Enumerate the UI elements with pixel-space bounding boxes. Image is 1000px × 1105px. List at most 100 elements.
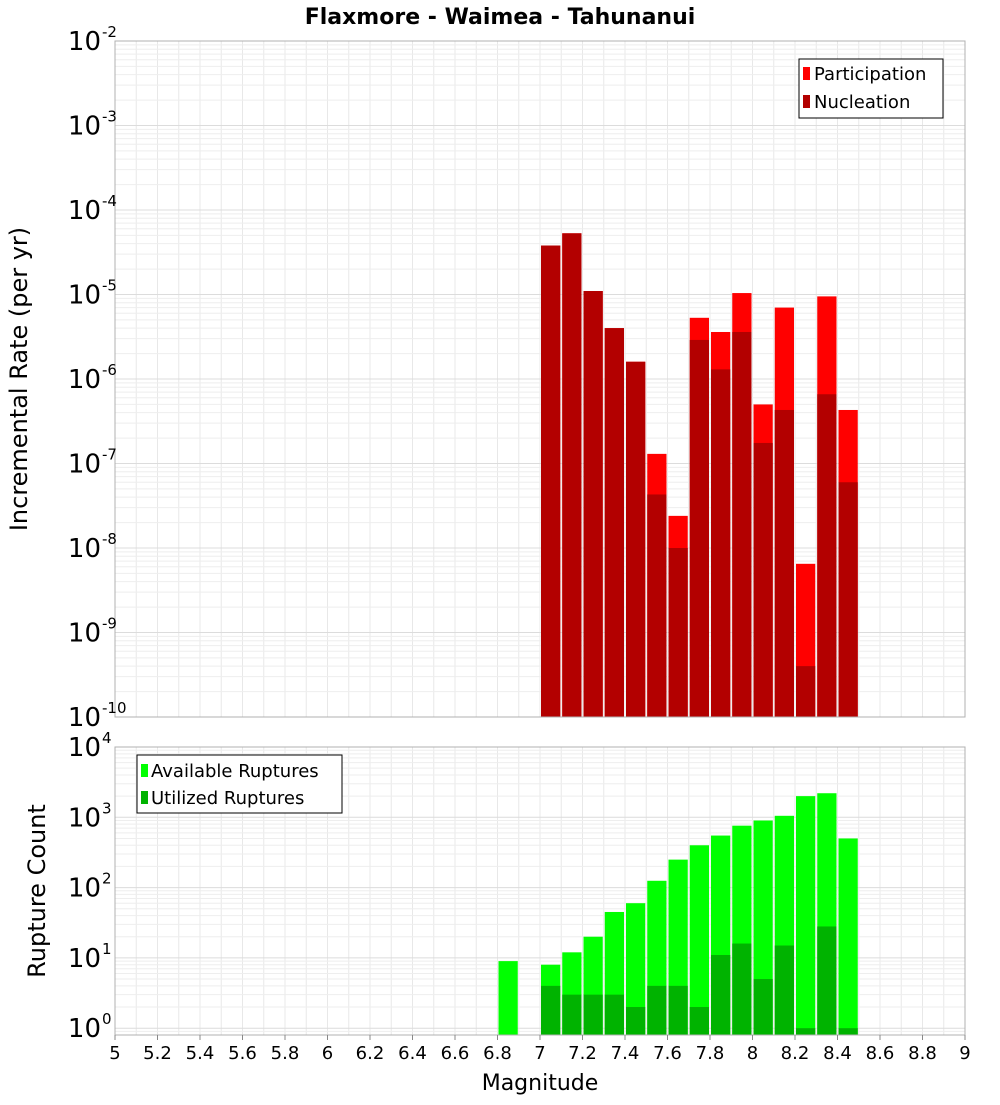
top-y-tick-exponent: -2	[102, 23, 117, 41]
bottom-bar-utilized-ruptures	[817, 926, 837, 1035]
nucleation-legend-label: Nucleation	[814, 92, 910, 113]
top-y-tick-exponent: -7	[102, 446, 117, 464]
x-tick-label: 8	[747, 1043, 758, 1064]
x-tick-label: 6.2	[356, 1043, 385, 1064]
bottom-bar-utilized-ruptures	[732, 943, 752, 1035]
top-bar-nucleation	[626, 361, 646, 717]
top-y-tick-exponent: -5	[102, 277, 117, 295]
x-tick-label: 8.8	[908, 1043, 937, 1064]
x-tick-label: 7.2	[568, 1043, 597, 1064]
x-tick-label: 5.4	[186, 1043, 215, 1064]
nucleation-legend-swatch	[803, 95, 810, 108]
bottom-bar-utilized-ruptures	[626, 1007, 646, 1035]
bottom-y-tick-label: 10	[68, 874, 101, 904]
bottom-bar-available-ruptures	[796, 796, 816, 1035]
top-y-tick-exponent: -10	[102, 699, 127, 717]
bottom-bar-utilized-ruptures	[604, 994, 624, 1035]
bottom-legend-box	[136, 754, 343, 814]
top-bar-nucleation	[647, 494, 667, 717]
bottom-bars	[498, 793, 858, 1035]
bottom-y-tick-exponent: 1	[102, 940, 112, 958]
x-tick-label: 5.2	[143, 1043, 172, 1064]
top-y-tick-label: 10	[68, 112, 101, 142]
top-y-tick-label: 10	[68, 365, 101, 395]
top-y-tick-exponent: -6	[102, 361, 117, 379]
x-tick-label: 7	[534, 1043, 545, 1064]
bottom-bar-utilized-ruptures	[689, 1007, 709, 1035]
top-bar-nucleation	[583, 291, 603, 717]
x-tick-label: 7.8	[696, 1043, 725, 1064]
participation-legend-label: Participation	[814, 64, 926, 85]
bottom-bar-available-ruptures	[689, 845, 709, 1035]
top-y-tick-label: 10	[68, 196, 101, 226]
top-bar-nucleation	[796, 666, 816, 717]
top-grid	[114, 40, 966, 718]
bottom-bar-utilized-ruptures	[562, 994, 582, 1035]
bottom-bar-available-ruptures	[626, 903, 646, 1035]
utilized-ruptures-legend-label: Utilized Ruptures	[151, 788, 304, 809]
utilized-ruptures-legend-swatch	[141, 791, 148, 804]
top-bar-nucleation	[689, 339, 709, 717]
bottom-bar-utilized-ruptures	[838, 1028, 858, 1035]
x-tick-label: 5.6	[228, 1043, 257, 1064]
bottom-y-tick-exponent: 4	[102, 729, 112, 747]
bottom-bar-utilized-ruptures	[796, 1028, 816, 1035]
x-tick-label: 6.4	[398, 1043, 427, 1064]
bottom-y-tick-label: 10	[68, 733, 101, 763]
top-y-tick-label: 10	[68, 450, 101, 480]
top-bar-nucleation	[774, 409, 794, 717]
bottom-bar-available-ruptures	[498, 961, 518, 1035]
bottom-bar-available-ruptures	[838, 838, 858, 1035]
top-bar-nucleation	[711, 369, 731, 717]
x-tick-label: 5	[109, 1043, 120, 1064]
top-y-tick-exponent: -4	[102, 192, 117, 210]
bottom-bar-utilized-ruptures	[668, 985, 688, 1035]
top-plot-border	[114, 40, 966, 718]
bottom-bar-utilized-ruptures	[541, 985, 561, 1035]
x-tick-label: 7.6	[653, 1043, 682, 1064]
top-bars	[541, 233, 858, 717]
top-y-tick-label: 10	[68, 534, 101, 564]
bottom-bar-utilized-ruptures	[583, 994, 603, 1035]
available-ruptures-legend-swatch	[141, 764, 148, 777]
top-bar-nucleation	[562, 233, 582, 717]
bottom-y-axis-label: Rupture Count	[23, 804, 51, 978]
bottom-y-tick-label: 10	[68, 944, 101, 974]
bottom-y-tick-label: 10	[68, 803, 101, 833]
top-y-tick-label: 10	[68, 703, 101, 733]
bottom-bar-utilized-ruptures	[711, 954, 731, 1035]
top-bar-nucleation	[604, 328, 624, 717]
x-tick-label: 8.4	[823, 1043, 852, 1064]
top-y-tick-label: 10	[68, 619, 101, 649]
x-tick-label: 6.6	[441, 1043, 470, 1064]
bottom-y-tick-exponent: 2	[102, 870, 112, 888]
bottom-y-tick-label: 10	[68, 1014, 101, 1044]
available-ruptures-legend-label: Available Ruptures	[151, 761, 319, 782]
top-y-tick-label: 10	[68, 27, 101, 57]
top-y-tick-label: 10	[68, 281, 101, 311]
x-tick-label: 8.2	[781, 1043, 810, 1064]
top-y-tick-exponent: -8	[102, 530, 117, 548]
x-ticks: 5 5.2 5.4 5.6 5.8 6 6.2 6.4 6.6 6.8 7 7.2 7.4 7.6 7.8 8…	[109, 1035, 971, 1064]
x-tick-label: 5.8	[271, 1043, 300, 1064]
top-y-axis-label: Incremental Rate (per yr)	[5, 227, 33, 531]
x-tick-label: 6.8	[483, 1043, 512, 1064]
bottom-bar-utilized-ruptures	[774, 945, 794, 1035]
top-y-tick-exponent: -9	[102, 615, 117, 633]
x-tick-label: 9	[959, 1043, 970, 1064]
bottom-y-tick-exponent: 3	[102, 799, 112, 817]
top-bar-nucleation	[732, 331, 752, 717]
bottom-legend: Available Ruptures Utilized Ruptures	[136, 754, 343, 814]
top-legend-box	[798, 58, 944, 119]
bottom-bar-utilized-ruptures	[647, 985, 667, 1035]
chart-title: Flaxmore - Waimea - Tahunanui	[305, 5, 696, 30]
top-y-tick-exponent: -3	[102, 108, 117, 126]
top-bar-nucleation	[817, 394, 837, 717]
bottom-bar-utilized-ruptures	[753, 979, 773, 1035]
